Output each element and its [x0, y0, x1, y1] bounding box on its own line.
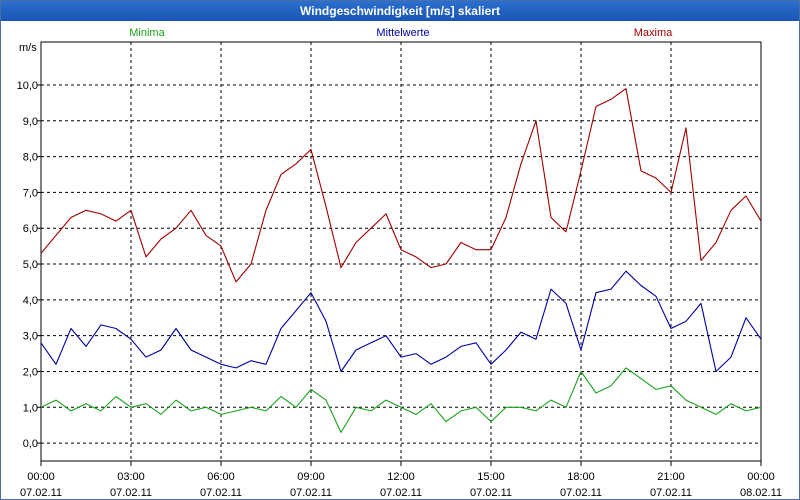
x-tick-label-date: 07.02.11: [110, 487, 152, 499]
x-tick-label-date: 07.02.11: [200, 487, 242, 499]
x-tick-label-date: 08.02.11: [740, 487, 782, 499]
window-title: Windgeschwindigkeit [m/s] skaliert: [1, 1, 799, 21]
y-tick-label: 1,0: [23, 402, 38, 414]
y-axis-label: m/s: [19, 42, 37, 54]
x-tick-label-date: 07.02.11: [380, 487, 422, 499]
series-line-maxima: [40, 88, 762, 283]
x-tick-label-date: 07.02.11: [290, 487, 332, 499]
y-tick-label: 4,0: [23, 295, 38, 307]
legend-minima: Minima: [129, 27, 165, 39]
x-tick-label-date: 07.02.11: [650, 487, 692, 499]
x-tick-label-time: 18:00: [567, 471, 595, 483]
x-tick-label-date: 07.02.11: [470, 487, 512, 499]
x-tick-label-date: 07.02.11: [560, 487, 602, 499]
y-tick-label: 6,0: [23, 223, 38, 235]
x-tick-label-time: 21:00: [657, 471, 685, 483]
x-tick-label-time: 12:00: [387, 471, 415, 483]
y-tick-label: 2,0: [23, 366, 38, 378]
x-tick-label-time: 09:00: [297, 471, 325, 483]
y-tick-label: 5,0: [23, 259, 38, 271]
y-tick-label: 9,0: [23, 116, 38, 128]
y-tick-label: 3,0: [23, 331, 38, 343]
chart-canvas: m/s Minima Mittelwerte Maxima 0,0 1,0 2,0 3…: [17, 27, 782, 499]
x-tick-label-time: 00:00: [27, 471, 55, 483]
y-tick-label: 0,0: [23, 438, 38, 450]
series-line-mittelwerte: [40, 270, 762, 373]
x-tick-label-time: 00:00: [747, 471, 775, 483]
y-tick-label: 10,0: [17, 80, 38, 92]
x-tick-label-time: 06:00: [207, 471, 235, 483]
x-tick-label-time: 03:00: [117, 471, 145, 483]
legend-maxima: Maxima: [634, 27, 673, 39]
legend-mittelwerte: Mittelwerte: [376, 27, 429, 39]
series-line-minima: [40, 367, 762, 433]
y-tick-label: 7,0: [23, 187, 38, 199]
x-tick-label-time: 15:00: [477, 471, 505, 483]
y-tick-label: 8,0: [23, 152, 38, 164]
x-tick-label-date: 07.02.11: [20, 487, 62, 499]
